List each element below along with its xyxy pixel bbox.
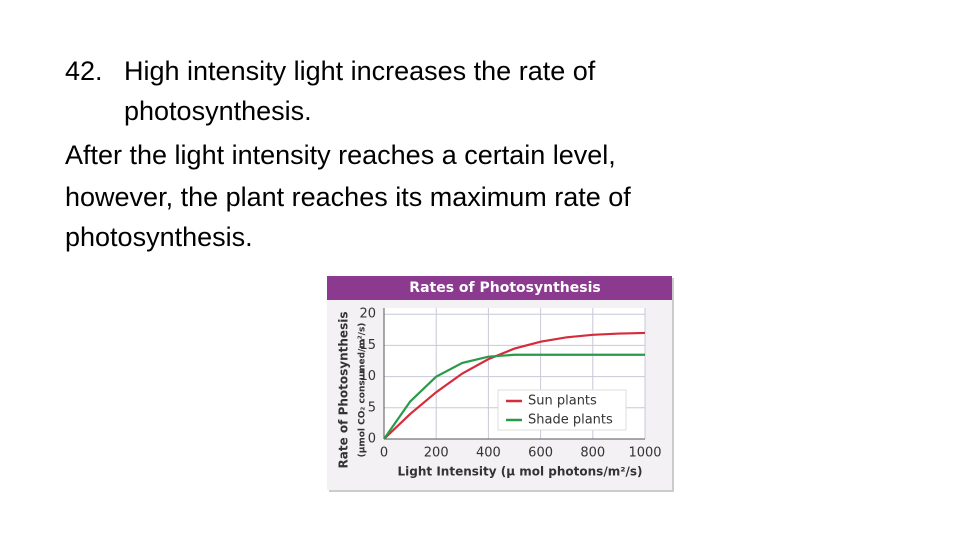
text-line: however, the plant reaches its maximum r…	[65, 182, 631, 212]
legend-label: Shade plants	[528, 413, 613, 428]
y-axis-sublabel: (µmol CO₂ consumed/m²/s)	[358, 323, 368, 458]
data-line	[383, 331, 646, 440]
text-line: photosynthesis.	[124, 96, 312, 126]
x-tick-label: 600	[528, 446, 553, 461]
x-tick-label: 800	[580, 446, 605, 461]
legend-box	[497, 389, 627, 431]
x-axis-label: Light Intensity (µ mol photons/m²/s)	[398, 465, 643, 479]
x-tick-label: 1000	[628, 446, 661, 461]
y-tick-label: 20	[359, 307, 376, 322]
chart-header	[327, 276, 672, 300]
y-tick-label: 0	[368, 432, 376, 447]
y-axis-label: Rate of Photosynthesis	[337, 312, 351, 469]
data-line	[383, 353, 645, 440]
list-number: 42.	[65, 56, 103, 86]
x-tick-label: 0	[380, 446, 388, 461]
x-tick-label: 400	[476, 446, 501, 461]
y-tick-label: 15	[359, 338, 376, 353]
x-tick-label: 200	[424, 446, 449, 461]
y-tick-label: 5	[368, 400, 376, 415]
legend-label: Sun plants	[528, 394, 597, 409]
text-line: High intensity light increases the rate …	[124, 56, 596, 86]
text-line: photosynthesis.	[65, 222, 253, 252]
chart-title: Rates of Photosynthesis	[409, 280, 600, 296]
text-line: After the light intensity reaches a cert…	[65, 140, 616, 170]
y-tick-label: 10	[359, 369, 376, 384]
